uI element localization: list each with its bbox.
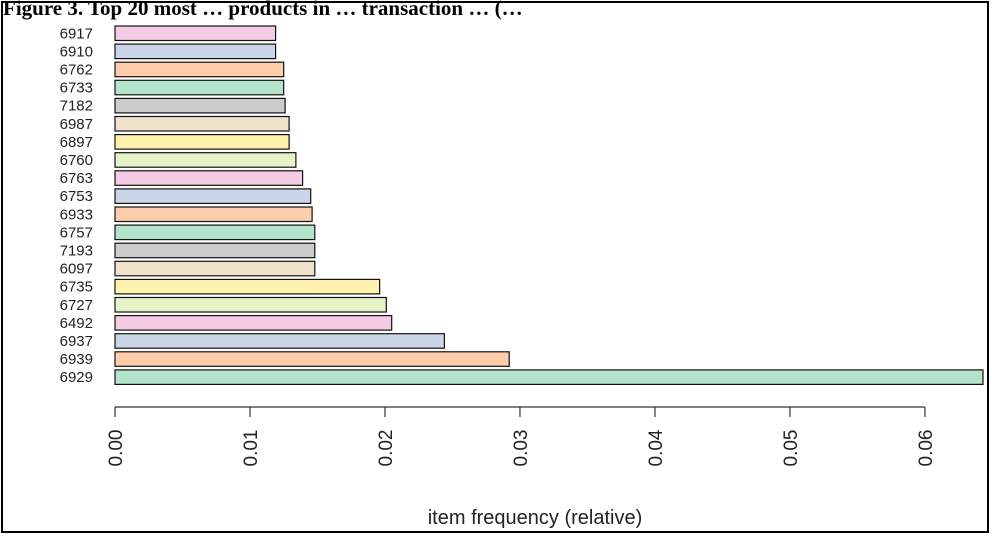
- bar-7193: [114, 242, 316, 259]
- bar-6987: [114, 115, 290, 132]
- category-label: 6735: [60, 279, 93, 296]
- category-label: 6753: [60, 188, 93, 205]
- x-axis-label: item frequency (relative): [428, 507, 643, 529]
- category-label: 6760: [60, 152, 93, 169]
- category-label: 6492: [60, 315, 93, 332]
- bar-6917: [114, 25, 277, 42]
- x-tick-label: 0.06: [916, 430, 937, 467]
- category-label: 6097: [60, 261, 93, 278]
- category-label: 6763: [60, 170, 93, 187]
- bar-6897: [114, 134, 290, 150]
- category-label: 6733: [60, 80, 93, 97]
- category-label: 6937: [60, 333, 93, 350]
- bar-6735: [114, 278, 381, 295]
- category-label: 6917: [60, 25, 93, 42]
- category-label: 6762: [60, 62, 93, 79]
- bar-7182: [114, 97, 286, 114]
- category-label: 6929: [60, 369, 93, 386]
- bars-group: [114, 25, 984, 385]
- bar-6727: [114, 296, 387, 313]
- bar-6492: [114, 315, 393, 331]
- bar-6757: [114, 224, 316, 241]
- bar-6910: [114, 43, 277, 60]
- category-label: 6727: [60, 297, 93, 314]
- bar-6733: [114, 79, 285, 96]
- category-label: 6757: [60, 224, 93, 241]
- bar-6097: [114, 260, 316, 277]
- x-tick-label: 0.04: [646, 429, 667, 466]
- category-label: 6939: [60, 351, 93, 368]
- category-label: 6987: [60, 116, 93, 133]
- category-label: 7193: [60, 243, 93, 260]
- bar-6763: [114, 170, 304, 186]
- category-label: 6933: [60, 206, 93, 223]
- bar-6753: [114, 188, 312, 204]
- bar-6762: [114, 61, 285, 78]
- x-tick-label: 0.03: [511, 430, 532, 467]
- bar-6929: [114, 369, 984, 385]
- bar-6939: [114, 351, 510, 367]
- x-axis: 0.00 0.01 0.02 0.03 0.04 0.05 0.06: [106, 406, 937, 467]
- category-label: 6897: [60, 134, 93, 151]
- bar-6760: [114, 152, 297, 168]
- category-label: 6910: [60, 43, 93, 60]
- category-label: 7182: [60, 98, 93, 115]
- bar-6937: [114, 333, 445, 349]
- chart-title: Figure 3. Top 20 most … products in … tr…: [3, 0, 523, 20]
- x-tick-label: 0.02: [376, 430, 397, 467]
- x-tick-label: 0.05: [781, 430, 802, 467]
- x-tick-label: 0.01: [241, 430, 262, 467]
- x-tick-label: 0.00: [106, 430, 127, 467]
- bar-6933: [114, 206, 313, 223]
